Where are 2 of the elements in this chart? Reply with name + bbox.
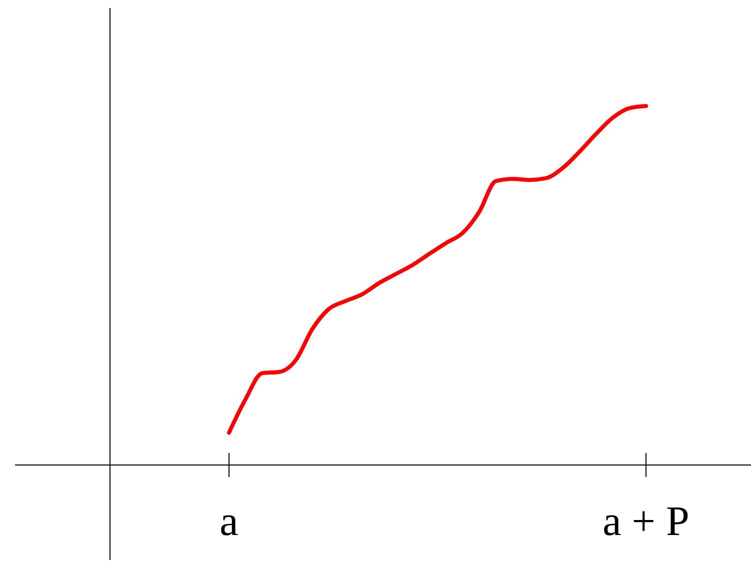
- x-tick-label: a + P: [602, 499, 690, 545]
- x-tick-label: a: [220, 499, 239, 545]
